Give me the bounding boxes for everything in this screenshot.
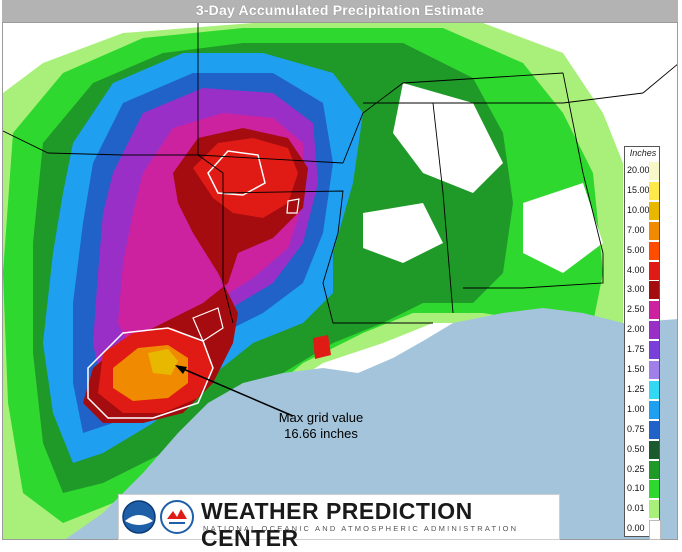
legend-label: 0.10 — [627, 483, 645, 494]
border-line — [222, 190, 433, 324]
precipitation-map — [2, 22, 678, 540]
dry-patch — [393, 83, 503, 193]
legend-swatch — [649, 341, 659, 360]
legend-entry: 10.00 — [625, 201, 661, 221]
legend-label: 5.00 — [627, 244, 645, 255]
legend-swatch — [649, 281, 659, 300]
legend-entry: 3.00 — [625, 280, 661, 300]
legend-entry: 2.50 — [625, 300, 661, 320]
precip-4-00-area — [313, 335, 331, 359]
legend-swatch — [649, 162, 659, 180]
legend-swatch — [649, 261, 659, 280]
legend-entry: 7.00 — [625, 221, 661, 241]
noaa-logo-icon — [122, 500, 194, 534]
contour-line — [192, 307, 224, 342]
contour-line — [87, 327, 214, 419]
legend-label: 20.00 — [627, 165, 650, 175]
legend-entry: 20.00 — [625, 161, 661, 181]
legend-swatch — [649, 480, 659, 499]
legend-swatch — [649, 440, 659, 459]
legend-title: Inches — [629, 148, 657, 158]
legend-swatch — [649, 201, 659, 220]
precipitation-field — [3, 23, 623, 539]
annotation-line2: 16.66 inches — [284, 426, 358, 441]
max-value-annotation: Max grid value 16.66 inches — [266, 410, 376, 442]
legend-swatch — [649, 420, 659, 439]
legend-label: 0.25 — [627, 463, 645, 474]
precip-4-00-area — [193, 138, 298, 218]
annotation-arrow — [180, 367, 294, 417]
legend-label: 4.00 — [627, 264, 645, 275]
title-bar: 3-Day Accumulated Precipitation Estimate — [2, 0, 678, 23]
legend-label: 1.50 — [627, 364, 645, 374]
legend-swatch — [649, 400, 659, 419]
legend-swatch — [649, 321, 659, 340]
annotation-line1: Max grid value — [278, 410, 364, 425]
border-line — [123, 154, 344, 164]
wpc-name: WEATHER PREDICTION CENTER — [201, 498, 473, 551]
noaa-name: NATIONAL OCEANIC AND ATMOSPHERIC ADMINIS… — [203, 524, 519, 533]
map-title: 3-Day Accumulated Precipitation Estimate — [195, 2, 485, 18]
dry-patch — [363, 203, 443, 263]
legend-entry: 0.50 — [625, 440, 661, 460]
legend-label: 0.50 — [627, 443, 645, 454]
legend-entry: 2.00 — [625, 320, 661, 340]
legend-label: 1.25 — [627, 383, 645, 394]
legend-label: 1.00 — [627, 403, 645, 414]
wpc-logo-banner: WEATHER PREDICTION CENTER NATIONAL OCEAN… — [118, 494, 560, 551]
legend-entry: 0.25 — [625, 460, 661, 480]
legend-label: 7.00 — [627, 224, 645, 235]
border-line — [463, 72, 604, 289]
color-legend: Inches 20.00 15.00 10.00 7.00 5.00 4.00 3.00 2.… — [624, 146, 661, 541]
legend-entry: 1.50 — [625, 360, 661, 380]
contour-line — [286, 198, 300, 214]
contour-line — [207, 150, 266, 196]
legend-entry: 5.00 — [625, 241, 661, 261]
legend-swatch — [649, 520, 661, 541]
dry-patch — [523, 183, 603, 273]
legend-swatch — [649, 241, 659, 260]
precip-10-00-area — [148, 349, 178, 375]
gulf-of-mexico — [65, 308, 677, 539]
legend-entry: 0.10 — [625, 479, 661, 499]
legend-label: 0.00 — [627, 523, 645, 534]
legend-entry: 15.00 — [625, 181, 661, 201]
legend-label: 0.01 — [627, 503, 645, 514]
legend-entry: 1.00 — [625, 400, 661, 420]
legend-label: 1.75 — [627, 344, 645, 355]
border-line — [197, 154, 234, 324]
legend-swatch — [649, 361, 659, 379]
legend-swatch — [649, 500, 659, 519]
legend-label: 2.00 — [627, 324, 645, 335]
border-line — [432, 102, 454, 314]
legend-swatch — [649, 181, 659, 200]
legend-entry: 0.01 — [625, 499, 661, 519]
legend-entry: 4.00 — [625, 261, 661, 281]
state-borders — [3, 23, 677, 324]
annotation-arrowhead — [175, 365, 187, 374]
legend-swatch — [649, 380, 659, 399]
legend-swatch — [649, 301, 659, 320]
legend-entry: 1.75 — [625, 340, 661, 360]
border-line — [342, 72, 564, 164]
legend-entry: 0.00 — [625, 519, 661, 541]
legend-swatch — [649, 221, 659, 240]
legend-entry: 0.75 — [625, 420, 661, 440]
legend-label: 10.00 — [627, 204, 650, 215]
legend-swatch — [649, 460, 659, 479]
map-canvas — [3, 23, 677, 539]
legend-label: 3.00 — [627, 284, 645, 295]
legend-label: 2.50 — [627, 304, 645, 315]
legend-label: 15.00 — [627, 184, 650, 195]
legend-label: 0.75 — [627, 423, 645, 434]
legend-entry: 1.25 — [625, 380, 661, 400]
border-line — [642, 64, 677, 94]
border-line — [363, 92, 644, 104]
